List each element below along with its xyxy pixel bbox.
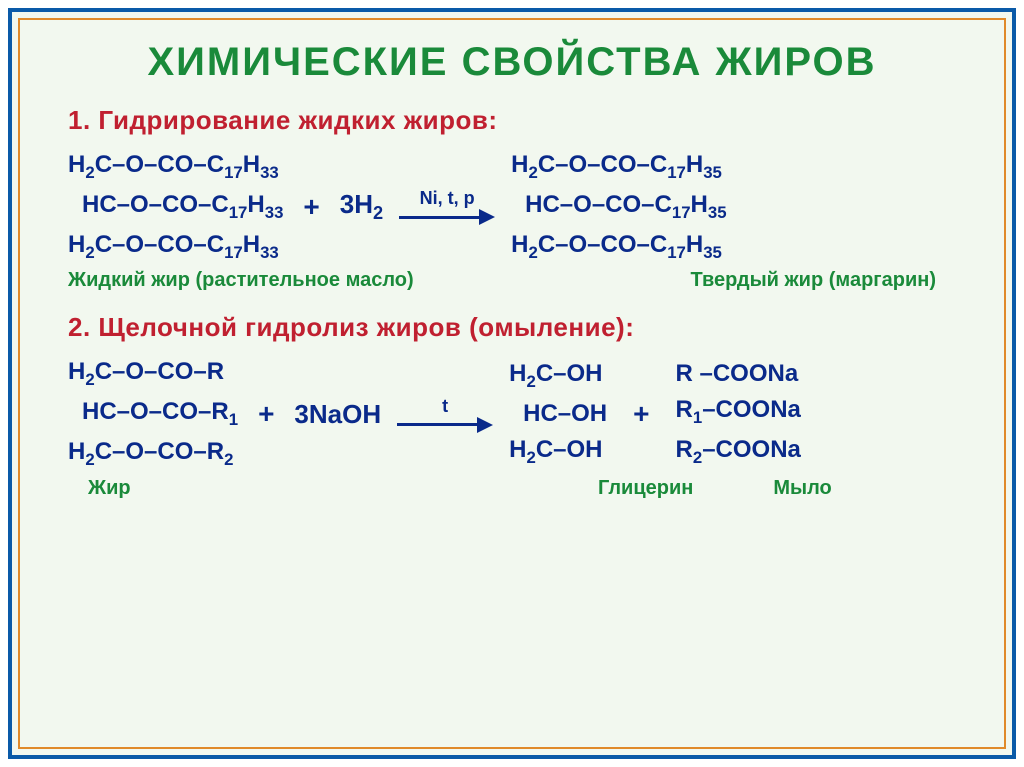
- arrow-label: t: [442, 396, 448, 417]
- reaction2-reagent: 3NaOH: [294, 399, 381, 430]
- product2a-caption: Глицерин: [598, 477, 693, 500]
- section2-heading: 2. Щелочной гидролиз жиров (омыление):: [68, 312, 976, 343]
- formula-line: H2C–O–CO–R2: [68, 437, 238, 471]
- inner-frame: ХИМИЧЕСКИЕ СВОЙСТВА ЖИРОВ 1. Гидрировани…: [18, 18, 1006, 749]
- formula-line: H2C–OH: [509, 435, 607, 469]
- reaction2-product2: R –COONa R1–COONa R2–COONa: [676, 359, 801, 469]
- formula-line: HC–O–CO–C17H35: [511, 190, 726, 224]
- reaction1-row: H2C–O–CO–C17H33 HC–O–CO–C17H33 H2C–O–CO–…: [68, 150, 976, 263]
- reaction1-reagent: 3H2: [340, 189, 383, 224]
- formula-line: R –COONa: [676, 359, 801, 389]
- page-title: ХИМИЧЕСКИЕ СВОЙСТВА ЖИРОВ: [48, 40, 976, 85]
- reaction1-product: H2C–O–CO–C17H35 HC–O–CO–C17H35 H2C–O–CO–…: [511, 150, 726, 263]
- formula-line: H2C–O–CO–C17H33: [68, 150, 283, 184]
- product2b-caption: Мыло: [773, 477, 831, 500]
- plus-sign: +: [299, 191, 323, 223]
- plus-sign: +: [254, 398, 278, 430]
- arrow-icon: [399, 209, 495, 225]
- formula-line: H2C–O–CO–C17H33: [68, 230, 283, 264]
- formula-line: HC–O–CO–C17H33: [68, 190, 283, 224]
- formula-line: HC–OH: [509, 399, 607, 429]
- formula-line: H2C–O–CO–C17H35: [511, 150, 726, 184]
- outer-frame: ХИМИЧЕСКИЕ СВОЙСТВА ЖИРОВ 1. Гидрировани…: [8, 8, 1016, 759]
- formula-line: R1–COONa: [676, 395, 801, 429]
- reaction1-reactant: H2C–O–CO–C17H33 HC–O–CO–C17H33 H2C–O–CO–…: [68, 150, 283, 263]
- formula-line: H2C–O–CO–R: [68, 357, 238, 391]
- reactant2-caption: Жир: [88, 477, 318, 500]
- arrow-icon: [397, 417, 493, 433]
- reaction2-arrow: t: [397, 396, 493, 433]
- arrow-label: Ni, t, p: [420, 188, 475, 209]
- reaction1-arrow: Ni, t, p: [399, 188, 495, 225]
- section1-heading: 1. Гидрирование жидких жиров:: [68, 105, 976, 136]
- formula-line: R2–COONa: [676, 435, 801, 469]
- formula-line: H2C–OH: [509, 359, 607, 393]
- reaction2-row: H2C–O–CO–R HC–O–CO–R1 H2C–O–CO–R2 + 3NaO…: [68, 357, 976, 470]
- product1-caption: Твердый жир (маргарин): [691, 269, 936, 292]
- reaction1-captions: Жидкий жир (растительное масло) Твердый …: [68, 269, 976, 292]
- formula-line: H2C–O–CO–C17H35: [511, 230, 726, 264]
- reaction2-reactant: H2C–O–CO–R HC–O–CO–R1 H2C–O–CO–R2: [68, 357, 238, 470]
- reaction2-product1: H2C–OH HC–OH H2C–OH: [509, 359, 607, 469]
- reactant1-caption: Жидкий жир (растительное масло): [68, 269, 414, 292]
- plus-sign: +: [629, 398, 653, 430]
- reaction2-captions: Жир Глицерин Мыло: [88, 477, 976, 500]
- reaction2-products: H2C–OH HC–OH H2C–OH + R –COONa R1–COONa …: [509, 359, 801, 469]
- formula-line: HC–O–CO–R1: [68, 397, 238, 431]
